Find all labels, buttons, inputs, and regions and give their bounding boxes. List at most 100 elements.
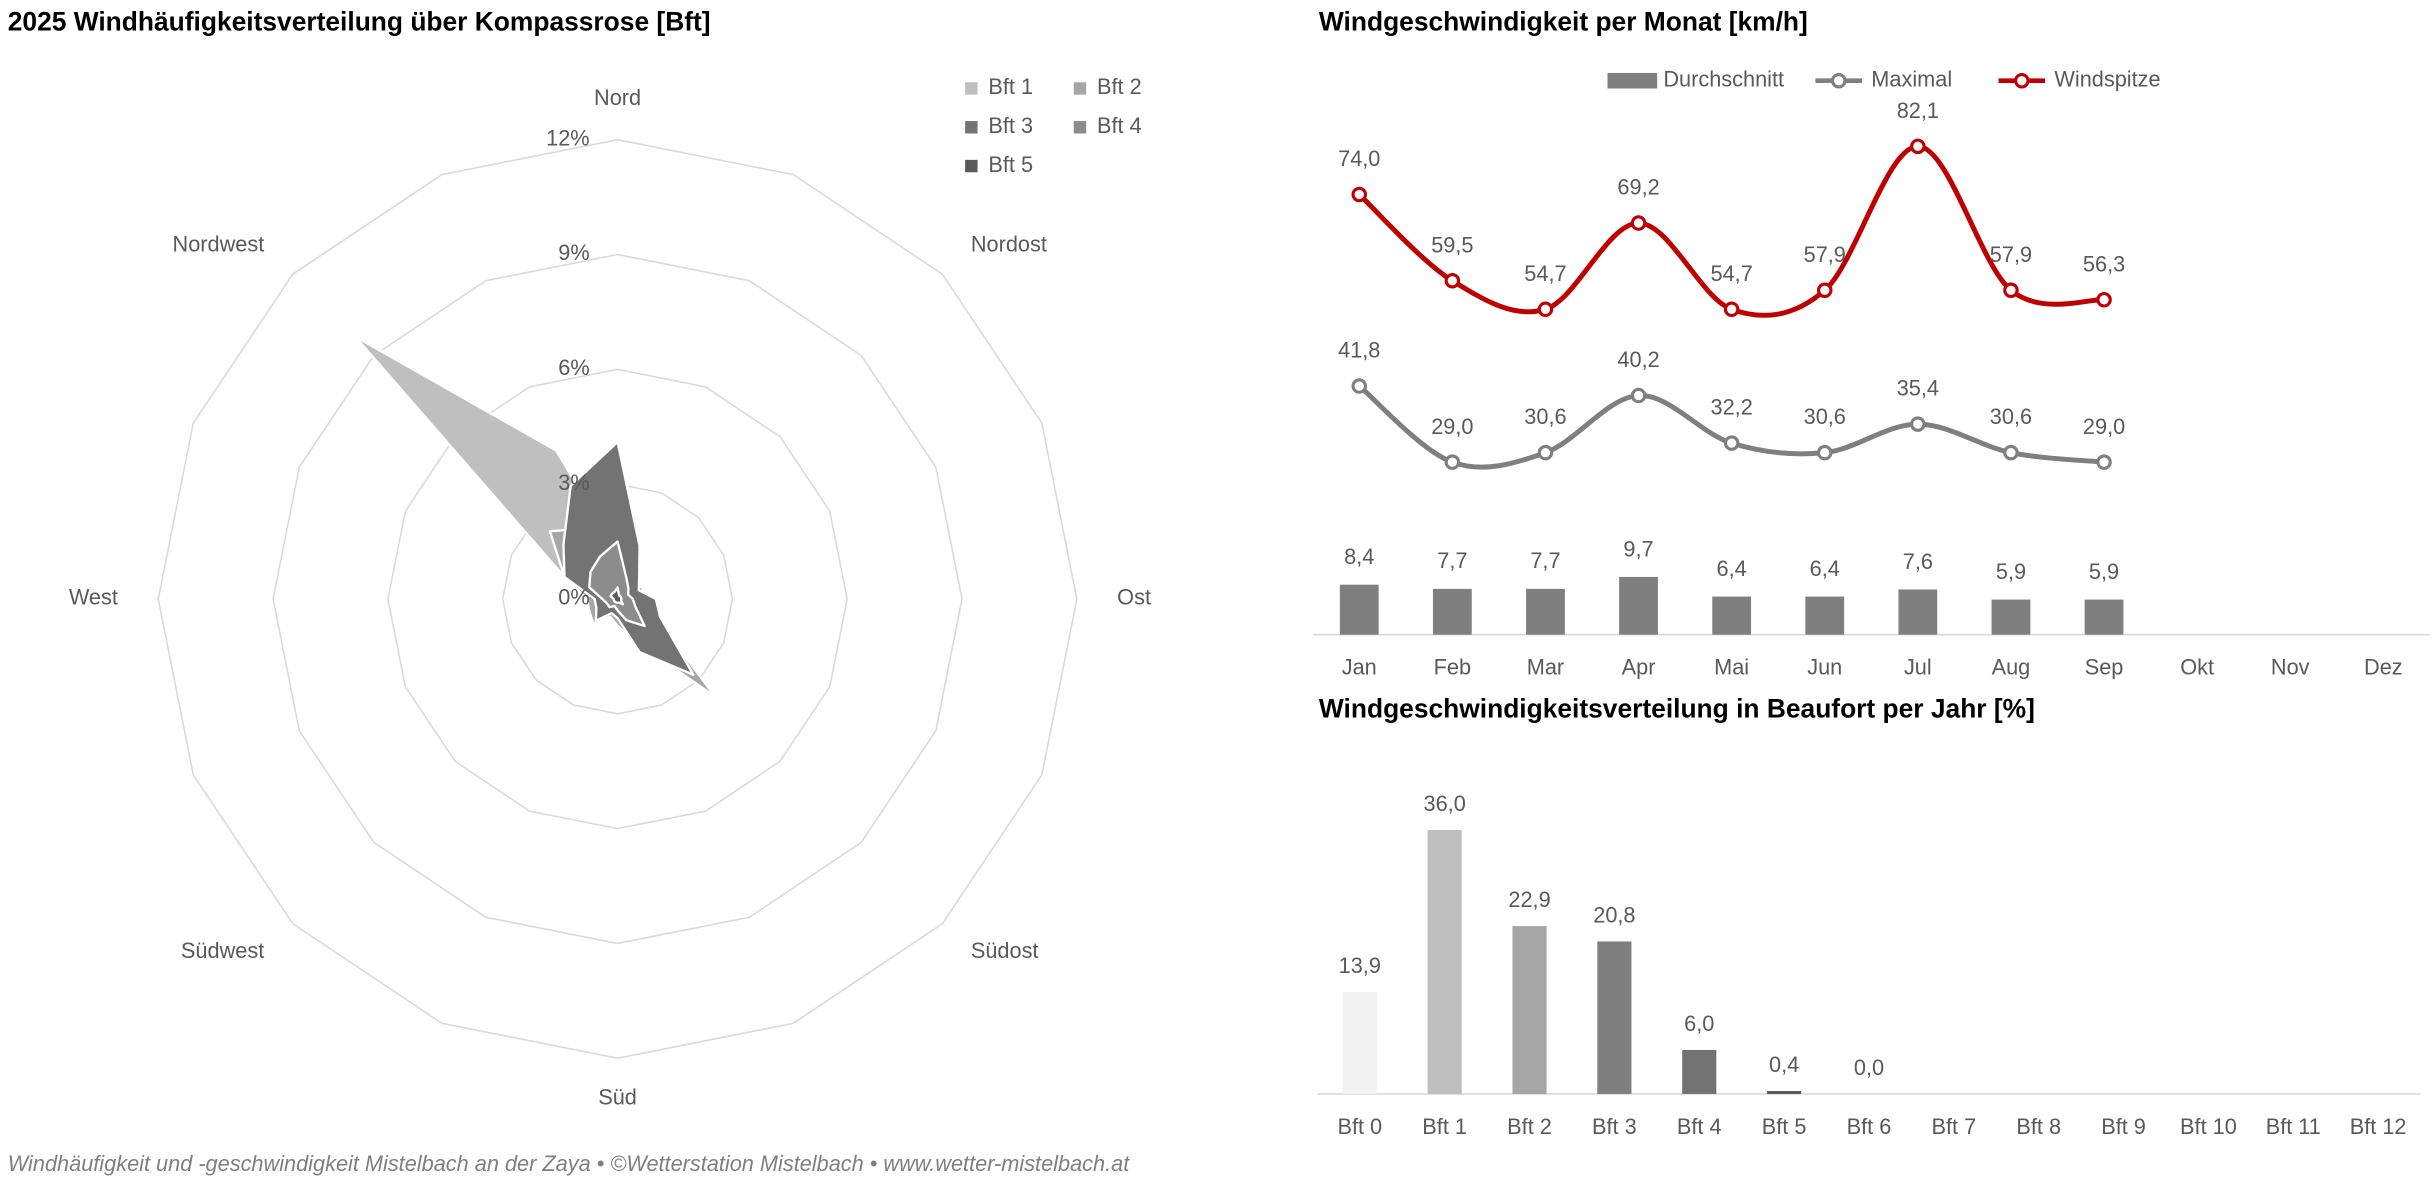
grid-ring — [272, 253, 963, 945]
x-tick-label: Bft 2 — [1507, 1114, 1552, 1139]
grid-ring — [387, 368, 848, 830]
bar — [1991, 599, 2031, 635]
bar — [1619, 576, 1658, 635]
x-tick-label: Mai — [1714, 655, 1749, 680]
chart-title: 2025 Windhäufigkeitsverteilung über Komp… — [8, 6, 711, 36]
category-label: Südwest — [181, 938, 264, 963]
data-label: 41,8 — [1338, 338, 1380, 363]
x-tick-label: Nov — [2271, 655, 2310, 680]
legend-label: Bft 2 — [1097, 74, 1142, 99]
radar-area — [588, 540, 646, 628]
data-label: 22,9 — [1508, 887, 1550, 912]
x-tick-label: Aug — [1992, 655, 2031, 680]
marker — [1816, 282, 1833, 299]
marker — [2003, 444, 2019, 461]
x-tick-label: Bft 7 — [1932, 1114, 1977, 1139]
legend-marker — [1830, 72, 1847, 89]
x-tick-label: Bft 9 — [2101, 1114, 2146, 1139]
x-tick-label: Okt — [2180, 655, 2214, 680]
marker — [1910, 138, 1926, 155]
data-label: 5,9 — [2089, 559, 2119, 584]
x-tick-label: Bft 12 — [2350, 1114, 2407, 1139]
bar — [1682, 1049, 1717, 1094]
category-label: West — [69, 585, 118, 610]
bar — [1712, 596, 1752, 635]
data-label: 7,7 — [1437, 548, 1467, 573]
data-label: 20,8 — [1593, 902, 1635, 927]
bar — [1767, 1091, 1802, 1094]
data-label: 35,4 — [1897, 376, 1939, 401]
marker — [1351, 378, 1368, 394]
x-tick-label: Bft 0 — [1337, 1114, 1382, 1139]
grid-ring — [157, 138, 1078, 1060]
data-label: 0,4 — [1769, 1052, 1799, 1077]
x-tick-label: Jun — [1807, 655, 1842, 680]
data-label: 36,0 — [1424, 791, 1466, 816]
bar — [2084, 599, 2124, 635]
data-label: 6,4 — [1810, 556, 1840, 581]
legend-swatch — [965, 82, 978, 95]
legend-label: Bft 4 — [1097, 113, 1142, 138]
bar — [1597, 941, 1632, 1094]
data-label: 6,4 — [1717, 556, 1747, 581]
legend-label: Bft 1 — [988, 74, 1033, 99]
r-tick-label: 6% — [558, 355, 589, 380]
data-label: 0,0 — [1854, 1055, 1884, 1080]
data-label: 40,2 — [1617, 347, 1659, 372]
data-label: 6,0 — [1684, 1011, 1714, 1036]
radar-area — [609, 586, 625, 606]
data-label: 57,9 — [1804, 242, 1846, 267]
legend-swatch — [1073, 121, 1087, 134]
x-tick-label: Bft 3 — [1592, 1114, 1637, 1139]
marker — [1723, 301, 1740, 318]
data-label: 30,6 — [1804, 404, 1846, 429]
data-label: 13,9 — [1339, 953, 1381, 978]
x-tick-label: Jul — [1904, 655, 1932, 680]
bar — [1342, 992, 1377, 1094]
legend-swatch — [965, 159, 978, 173]
data-label: 7,6 — [1903, 549, 1933, 574]
data-label: 32,2 — [1711, 395, 1753, 420]
legend-label: Bft 3 — [988, 113, 1033, 138]
x-tick-label: Jan — [1342, 655, 1377, 680]
x-tick-label: Bft 10 — [2180, 1114, 2237, 1139]
x-tick-label: Bft 8 — [2016, 1114, 2061, 1139]
x-tick-label: Bft 4 — [1677, 1114, 1722, 1139]
data-label: 57,9 — [1990, 242, 2032, 267]
data-label: 29,0 — [1431, 414, 1473, 439]
marker — [1537, 301, 1554, 318]
x-tick-label: Mar — [1527, 655, 1564, 680]
data-label: 5,9 — [1996, 559, 2026, 584]
marker — [2003, 282, 2019, 299]
marker — [1630, 215, 1647, 231]
marker — [1444, 454, 1461, 470]
category-label: Nord — [594, 85, 641, 110]
data-label: 56,3 — [2083, 251, 2125, 276]
data-label: 30,6 — [1524, 404, 1566, 429]
legend-swatch — [965, 121, 978, 134]
category-label: Ost — [1117, 585, 1151, 610]
marker — [1444, 272, 1461, 289]
data-label: 30,6 — [1990, 404, 2032, 429]
category-label: Südost — [971, 938, 1039, 963]
x-tick-label: Bft 1 — [1422, 1114, 1467, 1139]
legend-label: Bft 5 — [988, 152, 1033, 177]
marker — [1910, 416, 1926, 432]
marker — [1723, 435, 1740, 451]
x-tick-label: Bft 11 — [2266, 1114, 2321, 1139]
marker — [1351, 186, 1368, 203]
bar — [1339, 584, 1379, 635]
data-label: 82,1 — [1897, 98, 1939, 123]
data-label: 59,5 — [1431, 232, 1473, 257]
data-label: 54,7 — [1524, 261, 1566, 286]
bar — [1512, 926, 1547, 1094]
x-tick-label: Apr — [1622, 655, 1656, 680]
r-tick-label: 9% — [558, 240, 589, 265]
marker — [2096, 292, 2112, 308]
bar — [1526, 588, 1565, 635]
data-label: 54,7 — [1711, 261, 1753, 286]
data-label: 29,0 — [2083, 414, 2125, 439]
category-label: Süd — [598, 1084, 637, 1109]
